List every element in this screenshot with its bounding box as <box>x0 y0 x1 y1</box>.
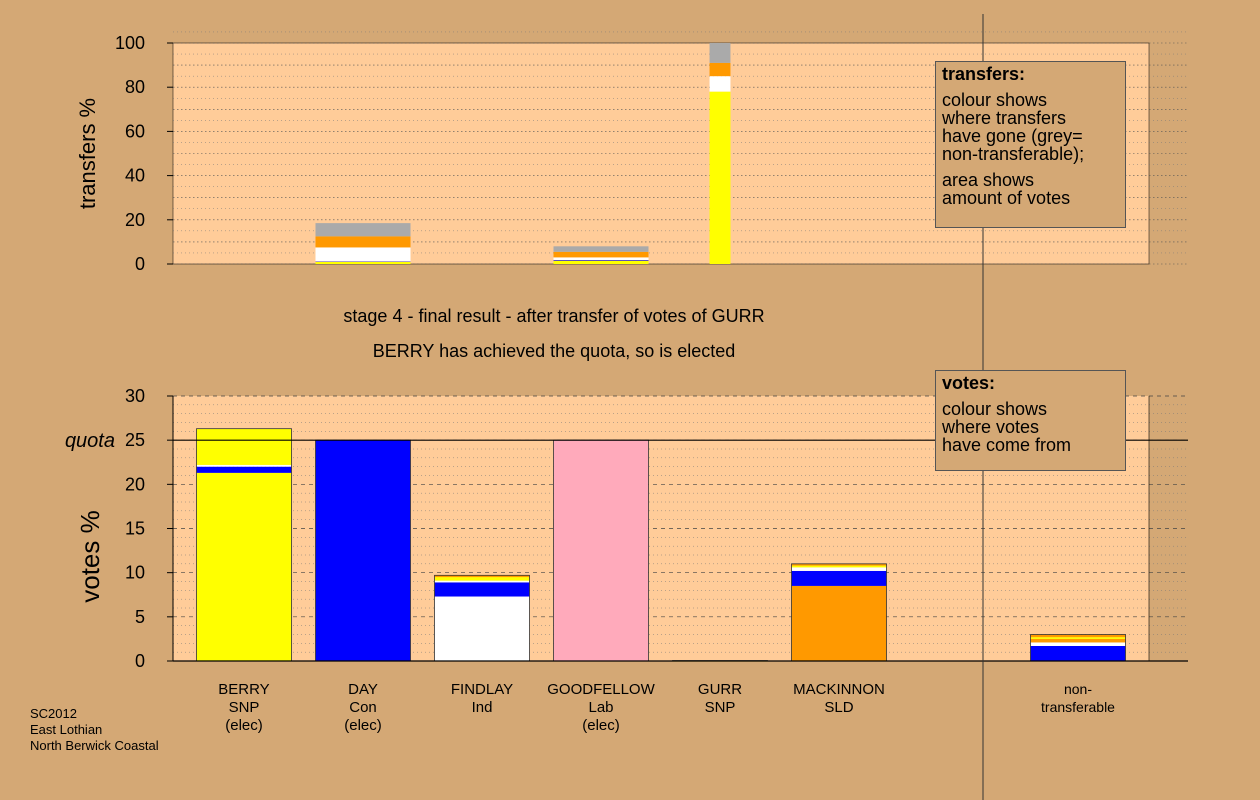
votes-legend-line: colour shows <box>942 399 1048 419</box>
x-tick-label: transferable <box>1041 699 1115 715</box>
vote-segment <box>315 440 411 661</box>
transfer-segment <box>709 43 731 63</box>
transfer-segment <box>553 246 649 252</box>
quota-label: quota <box>65 430 115 452</box>
transfer-segment <box>315 223 411 237</box>
vote-segment <box>791 570 887 586</box>
vote-segment <box>1030 637 1126 639</box>
y-tick-label: 5 <box>135 607 145 627</box>
result-caption: BERRY has achieved the quota, so is elec… <box>372 341 736 361</box>
y-tick-label: 40 <box>125 166 145 186</box>
vote-segment <box>791 567 887 571</box>
transfers-legend: transfers: colour shows where transfers … <box>935 61 1126 228</box>
y-tick-label: 80 <box>125 77 145 97</box>
x-tick-label: BERRY <box>218 681 269 698</box>
transfers-legend-line: non-transferable); <box>942 144 1085 164</box>
x-tick-label: Lab <box>588 699 613 716</box>
y-tick-label: 10 <box>125 563 145 583</box>
vote-segment <box>434 575 530 578</box>
transfers-legend-line: colour shows <box>942 90 1048 110</box>
y-tick-label: 60 <box>125 121 145 141</box>
y-axis-title: votes % <box>75 510 105 603</box>
x-tick-label: SLD <box>824 699 853 716</box>
votes-legend-line: have come from <box>942 435 1072 455</box>
x-tick-label: SNP <box>705 699 736 716</box>
y-tick-label: 100 <box>115 33 145 53</box>
votes-legend-title: votes: <box>942 373 996 393</box>
vote-segment <box>1030 642 1126 646</box>
x-tick-label: FINDLAY <box>451 681 513 698</box>
transfer-segment <box>553 257 649 261</box>
vote-segment <box>196 428 292 465</box>
transfer-segment <box>709 62 731 77</box>
council-name: East Lothian <box>30 722 103 737</box>
transfer-segment <box>553 260 649 264</box>
y-tick-label: 20 <box>125 474 145 494</box>
top-transfer-bars <box>315 43 731 265</box>
vote-segment <box>791 563 887 566</box>
ward-name: North Berwick Coastal <box>30 738 159 753</box>
vote-segment <box>1030 638 1126 643</box>
vote-segment <box>791 585 887 661</box>
bottom-vote-bars <box>196 428 1126 662</box>
x-tick-label: Ind <box>472 699 493 716</box>
x-tick-label: Con <box>349 699 377 716</box>
vote-segment <box>434 577 530 581</box>
transfer-segment <box>315 247 411 262</box>
transfers-legend-line: amount of votes <box>942 188 1071 208</box>
axis-labels: 0 20 40 60 80 100 transfers % quota 0 5 10 15 20 25 30… <box>65 33 1115 734</box>
election-code: SC2012 <box>30 706 77 721</box>
vote-segment <box>1030 634 1126 638</box>
transfer-segment <box>709 91 731 265</box>
transfers-legend-line: where transfers <box>942 108 1067 128</box>
vote-segment <box>553 440 649 661</box>
x-tick-label: (elec) <box>225 717 263 734</box>
transfers-legend-line: have gone (grey= <box>942 126 1083 146</box>
votes-legend-line: where votes <box>942 417 1040 437</box>
x-tick-label: DAY <box>348 681 378 698</box>
x-tick-label: GOODFELLOW <box>547 681 655 698</box>
vote-segment <box>196 464 292 467</box>
transfer-segment <box>709 76 731 92</box>
vote-segment <box>434 580 530 583</box>
x-tick-label: MACKINNON <box>793 681 885 698</box>
transfer-segment <box>315 236 411 248</box>
vote-segment <box>196 472 292 661</box>
y-tick-label: 25 <box>125 430 145 450</box>
y-tick-label: 30 <box>125 386 145 406</box>
y-tick-label: 20 <box>125 210 145 230</box>
transfer-segment <box>315 261 411 264</box>
y-tick-label: 15 <box>125 519 145 539</box>
election-info: SC2012 East Lothian North Berwick Coasta… <box>30 706 159 754</box>
y-tick-label: 0 <box>135 254 145 274</box>
transfers-legend-title: transfers: <box>942 64 1026 84</box>
y-tick-label: 0 <box>135 651 145 671</box>
x-tick-label: SNP <box>229 699 260 716</box>
vote-segment <box>791 565 887 568</box>
vote-segment <box>434 596 530 661</box>
transfer-segment <box>553 251 649 258</box>
x-tick-label: (elec) <box>582 717 620 734</box>
transfer-segment <box>553 260 649 261</box>
vote-segment <box>434 582 530 597</box>
vote-segment <box>196 466 292 473</box>
x-tick-label: GURR <box>698 681 742 698</box>
transfers-legend-line: area shows <box>942 170 1035 190</box>
x-tick-label: (elec) <box>344 717 382 734</box>
vote-segment <box>1030 645 1126 661</box>
votes-legend: votes: colour shows where votes have com… <box>935 370 1126 471</box>
x-tick-label: non- <box>1064 681 1092 697</box>
stage-caption: stage 4 - final result - after transfer … <box>343 306 765 326</box>
y-axis-title: transfers % <box>75 98 100 209</box>
